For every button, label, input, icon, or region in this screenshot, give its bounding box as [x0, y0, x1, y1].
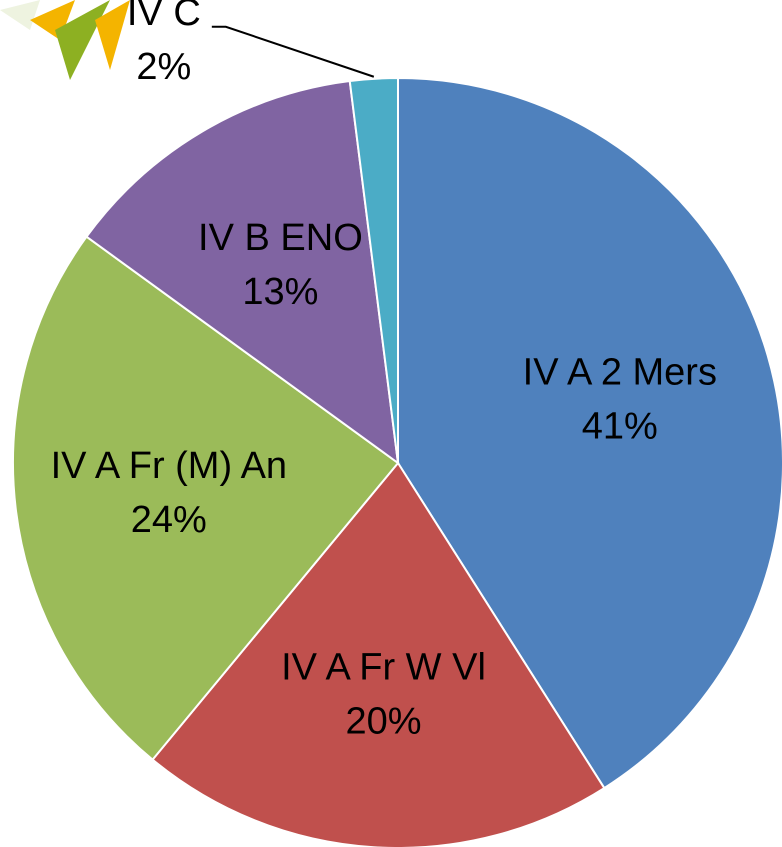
pie-slice [397, 76, 782, 790]
slice-label: IV B ENO [198, 217, 363, 259]
slice-value-label: 24% [131, 499, 207, 541]
slice-value-label: 41% [582, 406, 658, 448]
slice-value-label: 13% [242, 271, 318, 313]
slice-label: IV A Fr W Vl [281, 647, 486, 689]
pie-slice [85, 79, 400, 466]
pie-slice [348, 76, 399, 464]
pie-slice [151, 461, 606, 847]
slice-label: IV A 2 Mers [523, 352, 717, 394]
slice-label: IV A Fr (M) An [51, 445, 288, 487]
slice-value-label: 20% [345, 701, 421, 743]
slice-label: IV C [127, 0, 201, 34]
slice-value-label: 2% [136, 46, 191, 88]
pie-slice [12, 235, 400, 762]
logo [0, 0, 130, 80]
leader-line [211, 25, 375, 78]
